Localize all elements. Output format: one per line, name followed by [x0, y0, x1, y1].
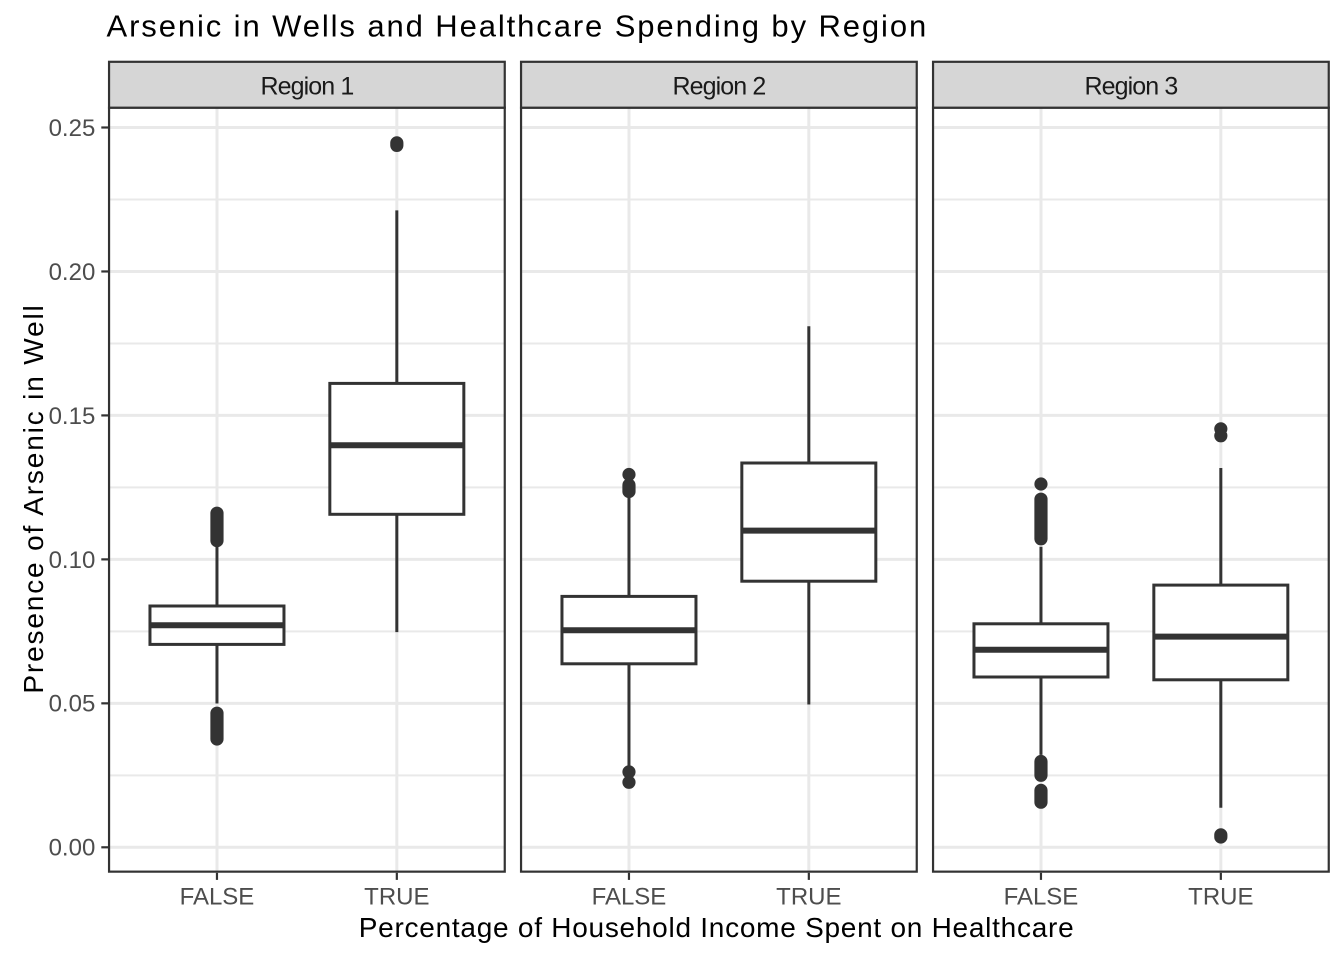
svg-text:0.05: 0.05 [49, 691, 96, 718]
svg-text:TRUE: TRUE [364, 884, 429, 911]
svg-text:FALSE: FALSE [180, 884, 255, 911]
svg-text:TRUE: TRUE [776, 884, 841, 911]
svg-text:FALSE: FALSE [1004, 884, 1079, 911]
svg-text:Region 3: Region 3 [1084, 73, 1177, 101]
svg-text:TRUE: TRUE [1188, 884, 1253, 911]
svg-text:0.20: 0.20 [49, 259, 96, 286]
svg-text:0.25: 0.25 [49, 115, 96, 142]
svg-text:0.10: 0.10 [49, 547, 96, 574]
svg-text:Region 1: Region 1 [260, 73, 353, 101]
svg-text:Region 2: Region 2 [672, 73, 765, 101]
svg-text:Presence of Arsenic in Well: Presence of Arsenic in Well [18, 303, 49, 693]
svg-text:Arsenic in Wells and Healthcar: Arsenic in Wells and Healthcare Spending… [107, 9, 929, 44]
svg-text:0.00: 0.00 [49, 835, 96, 862]
svg-text:0.15: 0.15 [49, 403, 96, 430]
svg-text:FALSE: FALSE [592, 884, 667, 911]
svg-text:Percentage of Household Income: Percentage of Household Income Spent on … [359, 912, 1075, 943]
